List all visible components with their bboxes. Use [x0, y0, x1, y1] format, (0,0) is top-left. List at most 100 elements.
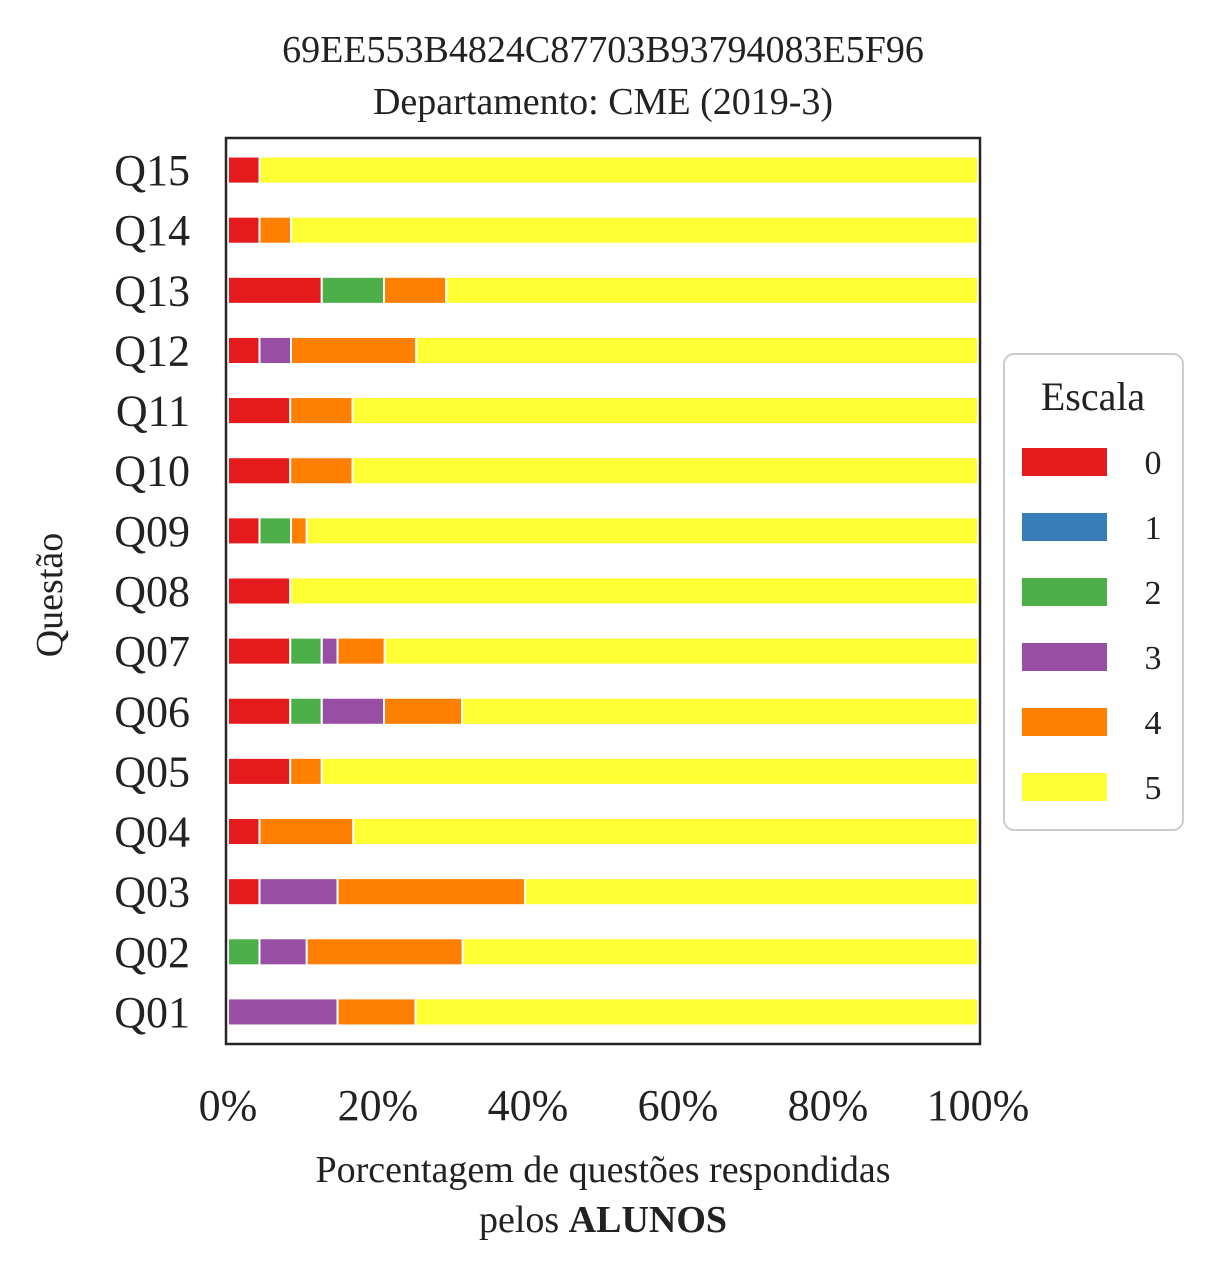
bar-q01-scale-5 — [414, 997, 979, 1027]
bar-q13-scale-2 — [320, 275, 385, 305]
y-tick-q09: Q09 — [114, 507, 190, 556]
bar-q09-scale-5 — [305, 516, 979, 546]
bar-q09-scale-2 — [258, 516, 292, 546]
bar-q07-scale-5 — [383, 636, 979, 666]
legend-swatch-0 — [1022, 448, 1107, 476]
bar-q02-scale-2 — [227, 937, 261, 967]
bar-q07-scale-0 — [227, 636, 292, 666]
bar-q10-scale-4 — [289, 456, 354, 486]
bar-q12-scale-5 — [415, 335, 979, 366]
legend-swatch-3 — [1022, 643, 1107, 671]
bar-q06-scale-4 — [383, 696, 463, 726]
y-tick-q03: Q03 — [114, 868, 190, 917]
bar-q10-scale-5 — [351, 456, 979, 486]
legend-label-4: 4 — [1145, 705, 1162, 742]
bar-q02-scale-3 — [258, 937, 308, 967]
legend-label-3: 3 — [1145, 640, 1162, 677]
legend-swatch-1 — [1022, 513, 1107, 541]
bar-q06-scale-2 — [289, 696, 323, 726]
legend-label-1: 1 — [1145, 510, 1162, 547]
bar-q14-scale-5 — [290, 215, 979, 245]
bar-q15-scale-5 — [258, 155, 979, 185]
bar-q01-scale-4 — [336, 997, 417, 1027]
bar-q08-scale-5 — [289, 576, 979, 606]
legend-swatch-2 — [1022, 578, 1107, 606]
x-axis-label-bold: ALUNOS — [569, 1199, 727, 1241]
bar-q03-scale-0 — [227, 877, 261, 907]
x-tick-3: 60% — [638, 1081, 719, 1130]
bar-q07-scale-2 — [289, 636, 323, 666]
bar-q07-scale-4 — [336, 636, 386, 666]
bar-q03-scale-5 — [524, 877, 979, 907]
y-tick-q12: Q12 — [114, 326, 190, 375]
bar-q13-scale-5 — [445, 275, 979, 305]
bar-q13-scale-4 — [383, 275, 448, 305]
chart-subtitle: Departamento: CME (2019-3) — [373, 81, 833, 123]
bar-q05-scale-5 — [320, 756, 979, 786]
x-tick-1: 20% — [338, 1081, 419, 1130]
bars-group — [227, 155, 979, 1027]
bar-q15-scale-0 — [227, 155, 261, 185]
legend-title: Escala — [1041, 374, 1146, 419]
y-tick-q01: Q01 — [114, 988, 190, 1037]
legend-swatch-5 — [1022, 773, 1107, 801]
legend-items: 0 1 2 3 4 5 — [1022, 445, 1162, 807]
bar-q05-scale-0 — [227, 756, 292, 786]
y-tick-q15: Q15 — [114, 146, 190, 195]
bar-q12-scale-3 — [258, 335, 292, 366]
y-tick-q07: Q07 — [114, 627, 190, 676]
bar-q09-scale-4 — [290, 516, 308, 546]
x-tick-5: 100% — [927, 1081, 1030, 1130]
y-tick-q13: Q13 — [114, 266, 190, 315]
x-tick-labels: 0% 20% 40% 60% 80% 100% — [199, 1081, 1030, 1130]
bar-q05-scale-4 — [289, 756, 323, 786]
bar-q04-scale-0 — [227, 817, 261, 847]
x-axis-label-line2: pelos ALUNOS — [479, 1199, 727, 1241]
bar-q06-scale-3 — [320, 696, 385, 726]
plot-frame — [224, 136, 982, 1046]
bar-q06-scale-0 — [227, 696, 292, 726]
legend: Escala 0 1 2 3 4 5 — [1003, 353, 1184, 831]
bar-q07-scale-3 — [320, 636, 339, 666]
x-tick-2: 40% — [488, 1081, 569, 1130]
bar-q11-scale-5 — [351, 396, 979, 426]
bar-q02-scale-5 — [461, 937, 979, 967]
y-tick-q04: Q04 — [114, 808, 190, 857]
legend-label-5: 5 — [1145, 770, 1162, 807]
y-tick-q10: Q10 — [114, 447, 190, 496]
bar-q12-scale-4 — [290, 335, 418, 366]
bar-q04-scale-4 — [258, 817, 355, 847]
bar-q09-scale-0 — [227, 516, 261, 546]
bar-q11-scale-4 — [289, 396, 354, 426]
x-tick-0: 0% — [199, 1081, 258, 1130]
legend-swatch-4 — [1022, 708, 1107, 736]
bar-q06-scale-5 — [461, 696, 979, 726]
bar-q02-scale-4 — [305, 937, 464, 967]
y-tick-q05: Q05 — [114, 747, 190, 796]
x-axis-label-prefix: pelos — [479, 1199, 569, 1241]
bar-q08-scale-0 — [227, 576, 292, 606]
y-axis-label: Questão — [29, 533, 71, 658]
chart-title: 69EE553B4824C87703B93794083E5F96 — [282, 29, 924, 71]
bar-q04-scale-5 — [352, 817, 979, 847]
y-tick-q08: Q08 — [114, 567, 190, 616]
y-tick-q02: Q02 — [114, 928, 190, 977]
legend-label-0: 0 — [1145, 445, 1162, 482]
bar-q13-scale-0 — [227, 275, 323, 305]
y-tick-q06: Q06 — [114, 687, 190, 736]
bar-q11-scale-0 — [227, 396, 292, 426]
x-axis-label: Porcentagem de questões respondidas — [315, 1149, 890, 1191]
bar-q03-scale-4 — [336, 877, 526, 907]
legend-label-2: 2 — [1145, 575, 1162, 612]
bar-q14-scale-0 — [227, 215, 261, 245]
y-tick-labels: Q01 Q02 Q03 Q04 Q05 Q06 Q07 Q08 Q09 Q10 Q11 Q12 Q13 Q… — [114, 146, 190, 1037]
bar-q03-scale-3 — [258, 877, 339, 907]
x-tick-4: 80% — [788, 1081, 869, 1130]
bar-q14-scale-4 — [258, 215, 292, 245]
y-tick-q14: Q14 — [114, 206, 190, 255]
bar-q01-scale-3 — [227, 997, 339, 1027]
bar-q10-scale-0 — [227, 456, 292, 486]
bar-q12-scale-0 — [227, 335, 261, 366]
y-tick-q11: Q11 — [116, 387, 190, 436]
